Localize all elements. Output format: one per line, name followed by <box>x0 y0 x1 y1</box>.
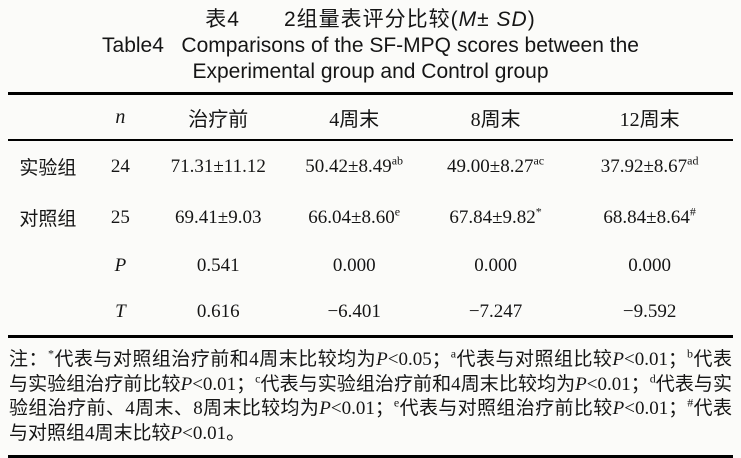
score-cell: 50.42±8.49ab <box>305 153 404 177</box>
superscript-marker: ac <box>533 153 545 168</box>
table-row-p-statistic: P 0.541 0.000 0.000 0.000 <box>8 243 733 289</box>
score-cell: 37.92±8.67ad <box>600 153 699 177</box>
table-caption-zh: 表4 2组量表评分比较(M± SD) <box>205 8 536 31</box>
table-row-t-statistic: T 0.616 −6.401 −7.247 −9.592 <box>8 289 733 337</box>
table-caption-en-line1: Table4 Comparisons of the SF-MPQ scores … <box>102 34 639 57</box>
row-label <box>8 289 88 337</box>
paper-table-figure: 表4 2组量表评分比较(M± SD) Table4 Comparisons of… <box>8 6 733 458</box>
stat-cell: −6.401 <box>327 301 381 322</box>
superscript-marker: e <box>394 204 401 219</box>
col-header-group <box>8 93 88 141</box>
table-footnotes: 注：*代表与对照组治疗前和4周末比较均为P<0.05；a代表与对照组比较P<0.… <box>8 346 733 458</box>
stat-cell: 0.000 <box>474 255 517 276</box>
score-cell: 68.84±8.64# <box>603 204 696 228</box>
stat-label-p: P <box>114 255 127 276</box>
table-row-experimental: 实验组 24 71.31±11.12 50.42±8.49ab 49.00±8.… <box>8 140 733 192</box>
superscript-marker: * <box>535 204 542 219</box>
col-header-pretreatment: 治疗前 <box>153 93 284 141</box>
score-cell: 67.84±9.82* <box>449 204 542 228</box>
n-value: 25 <box>110 206 130 228</box>
superscript-marker: # <box>689 204 696 219</box>
col-header-week12: 12周末 <box>566 93 733 141</box>
table-caption: 表4 2组量表评分比较(M± SD) Table4 Comparisons of… <box>8 6 733 85</box>
score-cell: 69.41±9.03 <box>175 206 262 228</box>
table-caption-en: Table4 Comparisons of the SF-MPQ scores … <box>8 33 733 85</box>
score-cell: 66.04±8.60e <box>308 204 401 228</box>
row-label: 对照组 <box>19 209 77 230</box>
table-row-control: 对照组 25 69.41±9.03 66.04±8.60e 67.84±9.82… <box>8 192 733 243</box>
score-table: n 治疗前 4周末 8周末 12周末 实验组 24 71.31±11.12 50… <box>8 92 733 338</box>
table-caption-en-line2: Experimental group and Control group <box>192 60 549 83</box>
stat-cell: −9.592 <box>622 301 677 322</box>
col-header-week4: 4周末 <box>283 93 425 141</box>
superscript-marker: ab <box>391 153 404 168</box>
score-cell: 49.00±8.27ac <box>447 153 545 177</box>
row-label <box>8 243 88 289</box>
stat-cell: 0.000 <box>332 255 376 276</box>
stat-cell: 0.616 <box>196 301 240 322</box>
stat-label-t: T <box>115 301 126 322</box>
n-value: 24 <box>110 155 130 177</box>
col-header-week8: 8周末 <box>424 93 567 141</box>
row-label: 实验组 <box>19 158 77 179</box>
score-cell: 71.31±11.12 <box>170 155 266 177</box>
stat-cell: 0.000 <box>628 255 671 276</box>
stat-cell: −7.247 <box>468 301 523 322</box>
superscript-marker: ad <box>687 153 699 168</box>
header-row: n 治疗前 4周末 8周末 12周末 <box>8 93 733 141</box>
stat-cell: 0.541 <box>196 255 240 276</box>
col-header-n: n <box>87 93 153 141</box>
